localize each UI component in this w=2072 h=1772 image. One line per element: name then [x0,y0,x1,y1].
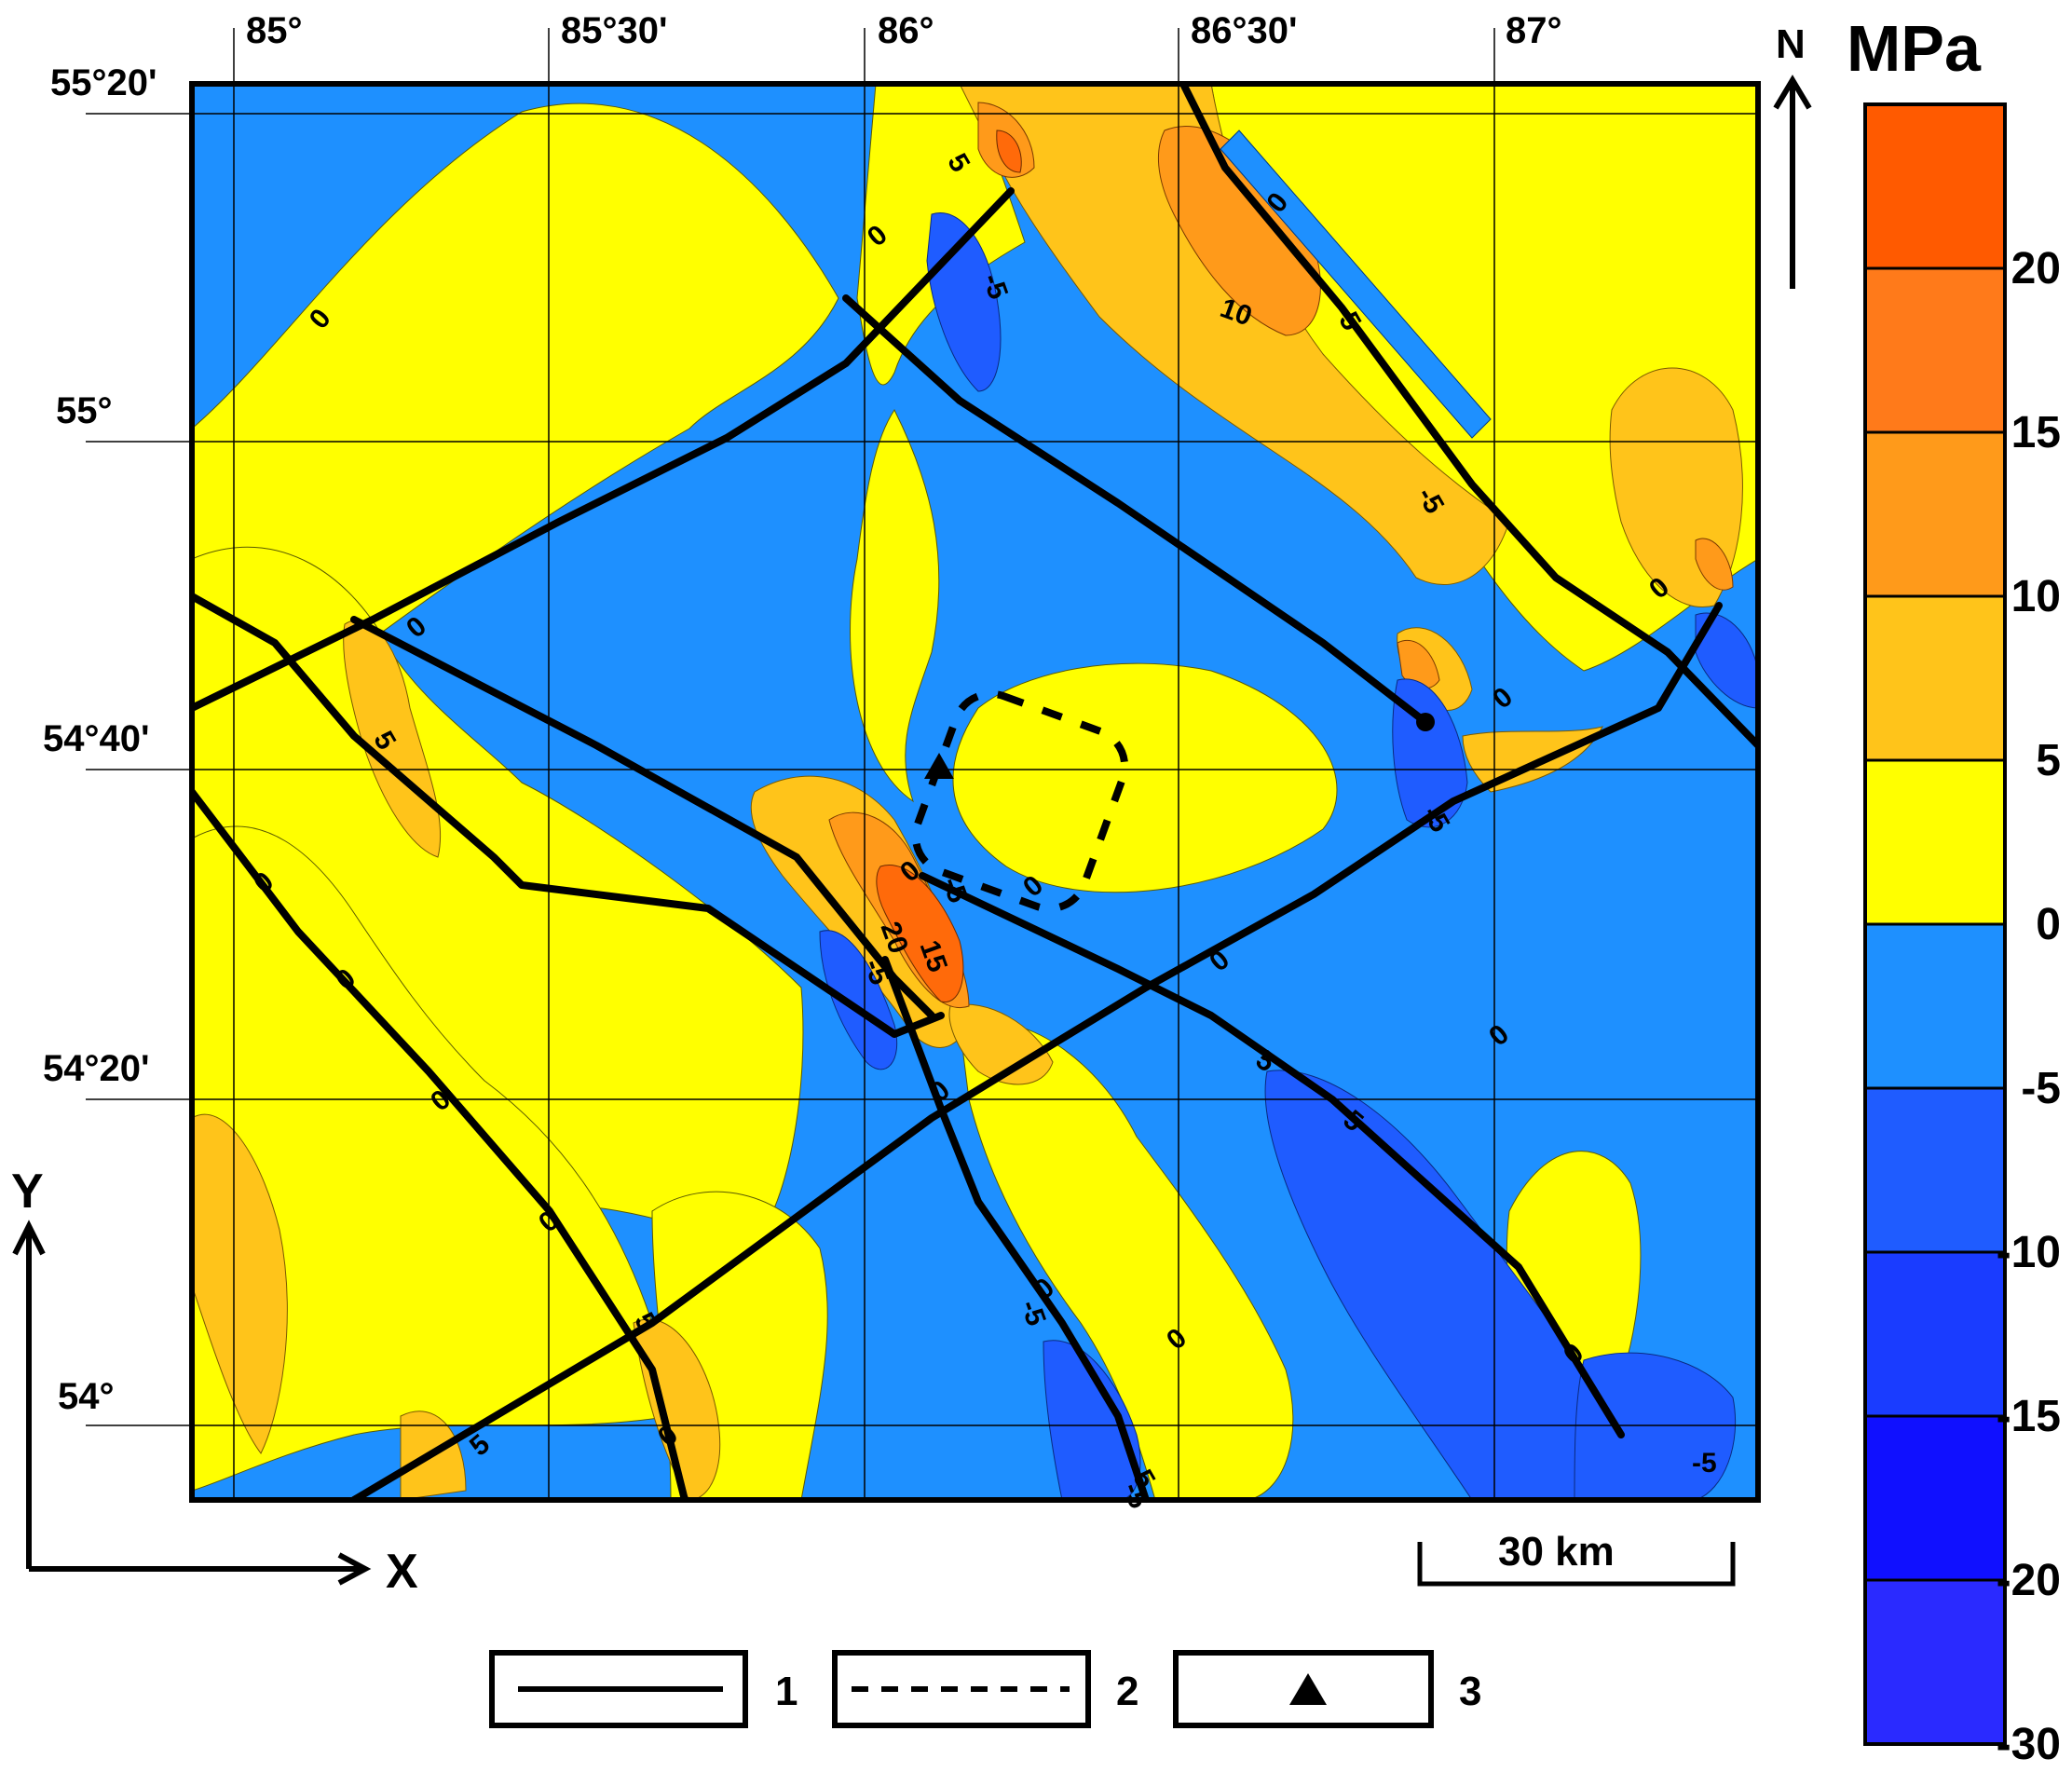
colorbar-step [1863,266,2007,434]
colorbar-tick-label: 5 [2036,736,2061,785]
fault-line [350,602,1723,1500]
lon-label: 87° [1506,10,1562,51]
colorbar-step [1863,430,2007,598]
colorbar-step [1863,102,2007,270]
triangle-marker [924,753,954,779]
colorbar-step [1863,594,2007,762]
colorbar-tick-label: -30 [1997,1720,2061,1769]
fault-junction-dot [1416,713,1435,731]
scale-bar: 30 km [1417,1529,1736,1587]
colorbar-tick-label: 0 [2036,900,2061,949]
colorbar-steps [1863,102,2007,1746]
colorbar-step [1863,1250,2007,1418]
contour-label: -5 [1692,1448,1717,1479]
fault-line [919,872,1625,1438]
colorbar-step [1863,1578,2007,1746]
scale-bar-label: 30 km [1498,1529,1615,1574]
colorbar-frame [1863,102,2007,1746]
north-label: N [1776,21,1806,67]
fault-line [192,788,688,1500]
lon-label: 85°30' [561,10,668,51]
colorbar-tick-label: 10 [2011,572,2061,621]
map-frame [189,81,1761,1503]
colorbar-ticks: 20 15 10 5 0 -5 -10 -15 -20 -30 [1997,244,2061,1769]
triangle-symbol [1289,1673,1327,1705]
lon-label: 86°30' [1191,10,1298,51]
zone-minus-5-to-minus-10 [819,212,1758,1500]
lon-label: 85° [246,10,303,51]
longitude-labels: 85° 85°30' 86° 86°30' 87° [246,10,1562,51]
fault-line [192,593,945,1038]
lat-label: 55° [56,390,113,431]
colorbar-step [1863,1086,2007,1254]
latitude-labels: 55°20' 55° 54°40' 54°20' 54° [43,62,157,1417]
y-axis-label: Y [11,1165,44,1219]
colorbar: MPa 20 15 10 5 0 -5 -10 -15 -20 -30 [1847,12,2061,1769]
fault-line [842,294,1429,726]
lat-label: 54°20' [43,1048,150,1089]
xy-axes-indicator: Y X [11,1165,418,1599]
fault-lines [192,84,1758,1500]
legend-number-1: 1 [775,1669,797,1714]
fault-line [881,956,1150,1500]
zone-fault-fragments [1220,129,1492,439]
north-arrow: N [1773,21,1812,289]
lat-label: 54° [58,1376,115,1417]
stress-map [192,84,1758,1500]
fault-line [1179,84,1758,749]
colorbar-step [1863,1414,2007,1582]
x-axis-label: X [386,1545,418,1599]
graticule [86,28,1758,1500]
legend-number-2: 2 [1116,1669,1138,1714]
colorbar-tick-label: -5 [2021,1064,2061,1113]
colorbar-tick-label: -10 [1997,1228,2061,1277]
lat-label: 55°20' [50,62,157,103]
colorbar-tick-label: -15 [1997,1392,2061,1441]
fault-line [192,187,1015,712]
colorbar-tick-label: 20 [2011,244,2061,293]
colorbar-unit: MPa [1847,12,1982,85]
legend-box-2 [832,1650,1091,1728]
colorbar-step [1863,758,2007,926]
zone-above-15 [876,129,1022,1002]
legend-number-3: 3 [1459,1669,1481,1714]
lat-label: 54°40' [43,718,150,759]
legend: 1 2 3 [489,1650,1481,1728]
fault-line [350,616,935,1019]
colorbar-tick-label: 15 [2011,408,2061,457]
colorbar-step [1863,922,2007,1090]
lon-label: 86° [878,10,934,51]
colorbar-tick-label: -20 [1997,1556,2061,1605]
